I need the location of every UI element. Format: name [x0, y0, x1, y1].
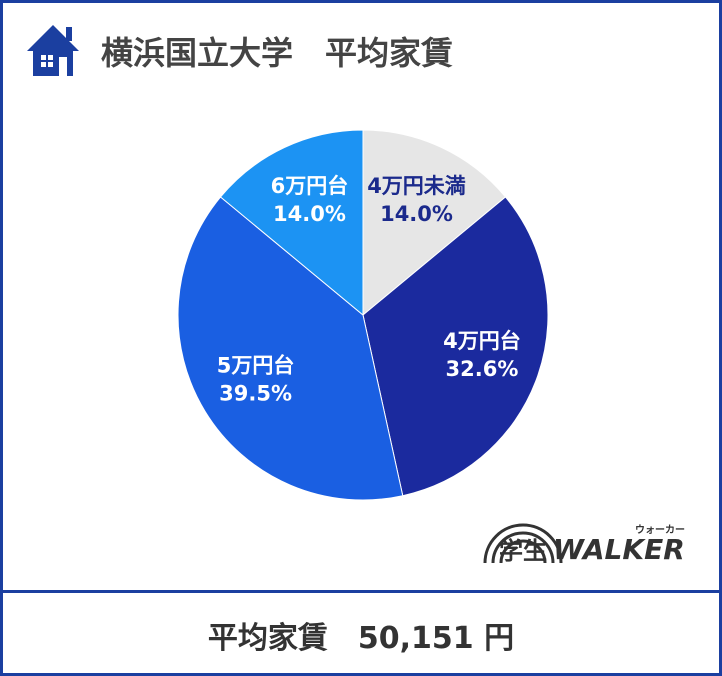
footer: 平均家賃 50,151 円: [3, 590, 719, 673]
slice-value: 14.0%: [273, 202, 346, 226]
slice-value: 32.6%: [446, 357, 519, 381]
slice-value: 39.5%: [219, 382, 292, 406]
pie-slice: [362, 196, 549, 497]
slice-category: 5万円台: [217, 354, 295, 378]
slice-category: 4万円台: [443, 329, 521, 353]
slice-category: 6万円台: [271, 174, 349, 198]
pie-slice: [362, 129, 507, 317]
logo-brand: WALKER: [553, 533, 685, 566]
slice-value: 14.0%: [380, 202, 453, 226]
pie-slice: [219, 129, 364, 317]
footer-value: 50,151 円: [357, 620, 515, 656]
logo: 学生 WALKER ウォーカー: [483, 523, 685, 566]
pie-slice: [177, 196, 404, 501]
logo-reading: ウォーカー: [635, 524, 685, 536]
house-icon: [27, 25, 79, 76]
slice-category: 4万円未満: [367, 174, 466, 198]
footer-label: 平均家賃: [207, 620, 328, 656]
chart: 横浜国立大学 平均家賃 学生 WALKER ウォーカー 4万円未満 14.0% 4万…: [27, 25, 685, 566]
logo-main: 学生: [499, 537, 547, 565]
chart-title: 横浜国立大学 平均家賃: [101, 34, 453, 72]
